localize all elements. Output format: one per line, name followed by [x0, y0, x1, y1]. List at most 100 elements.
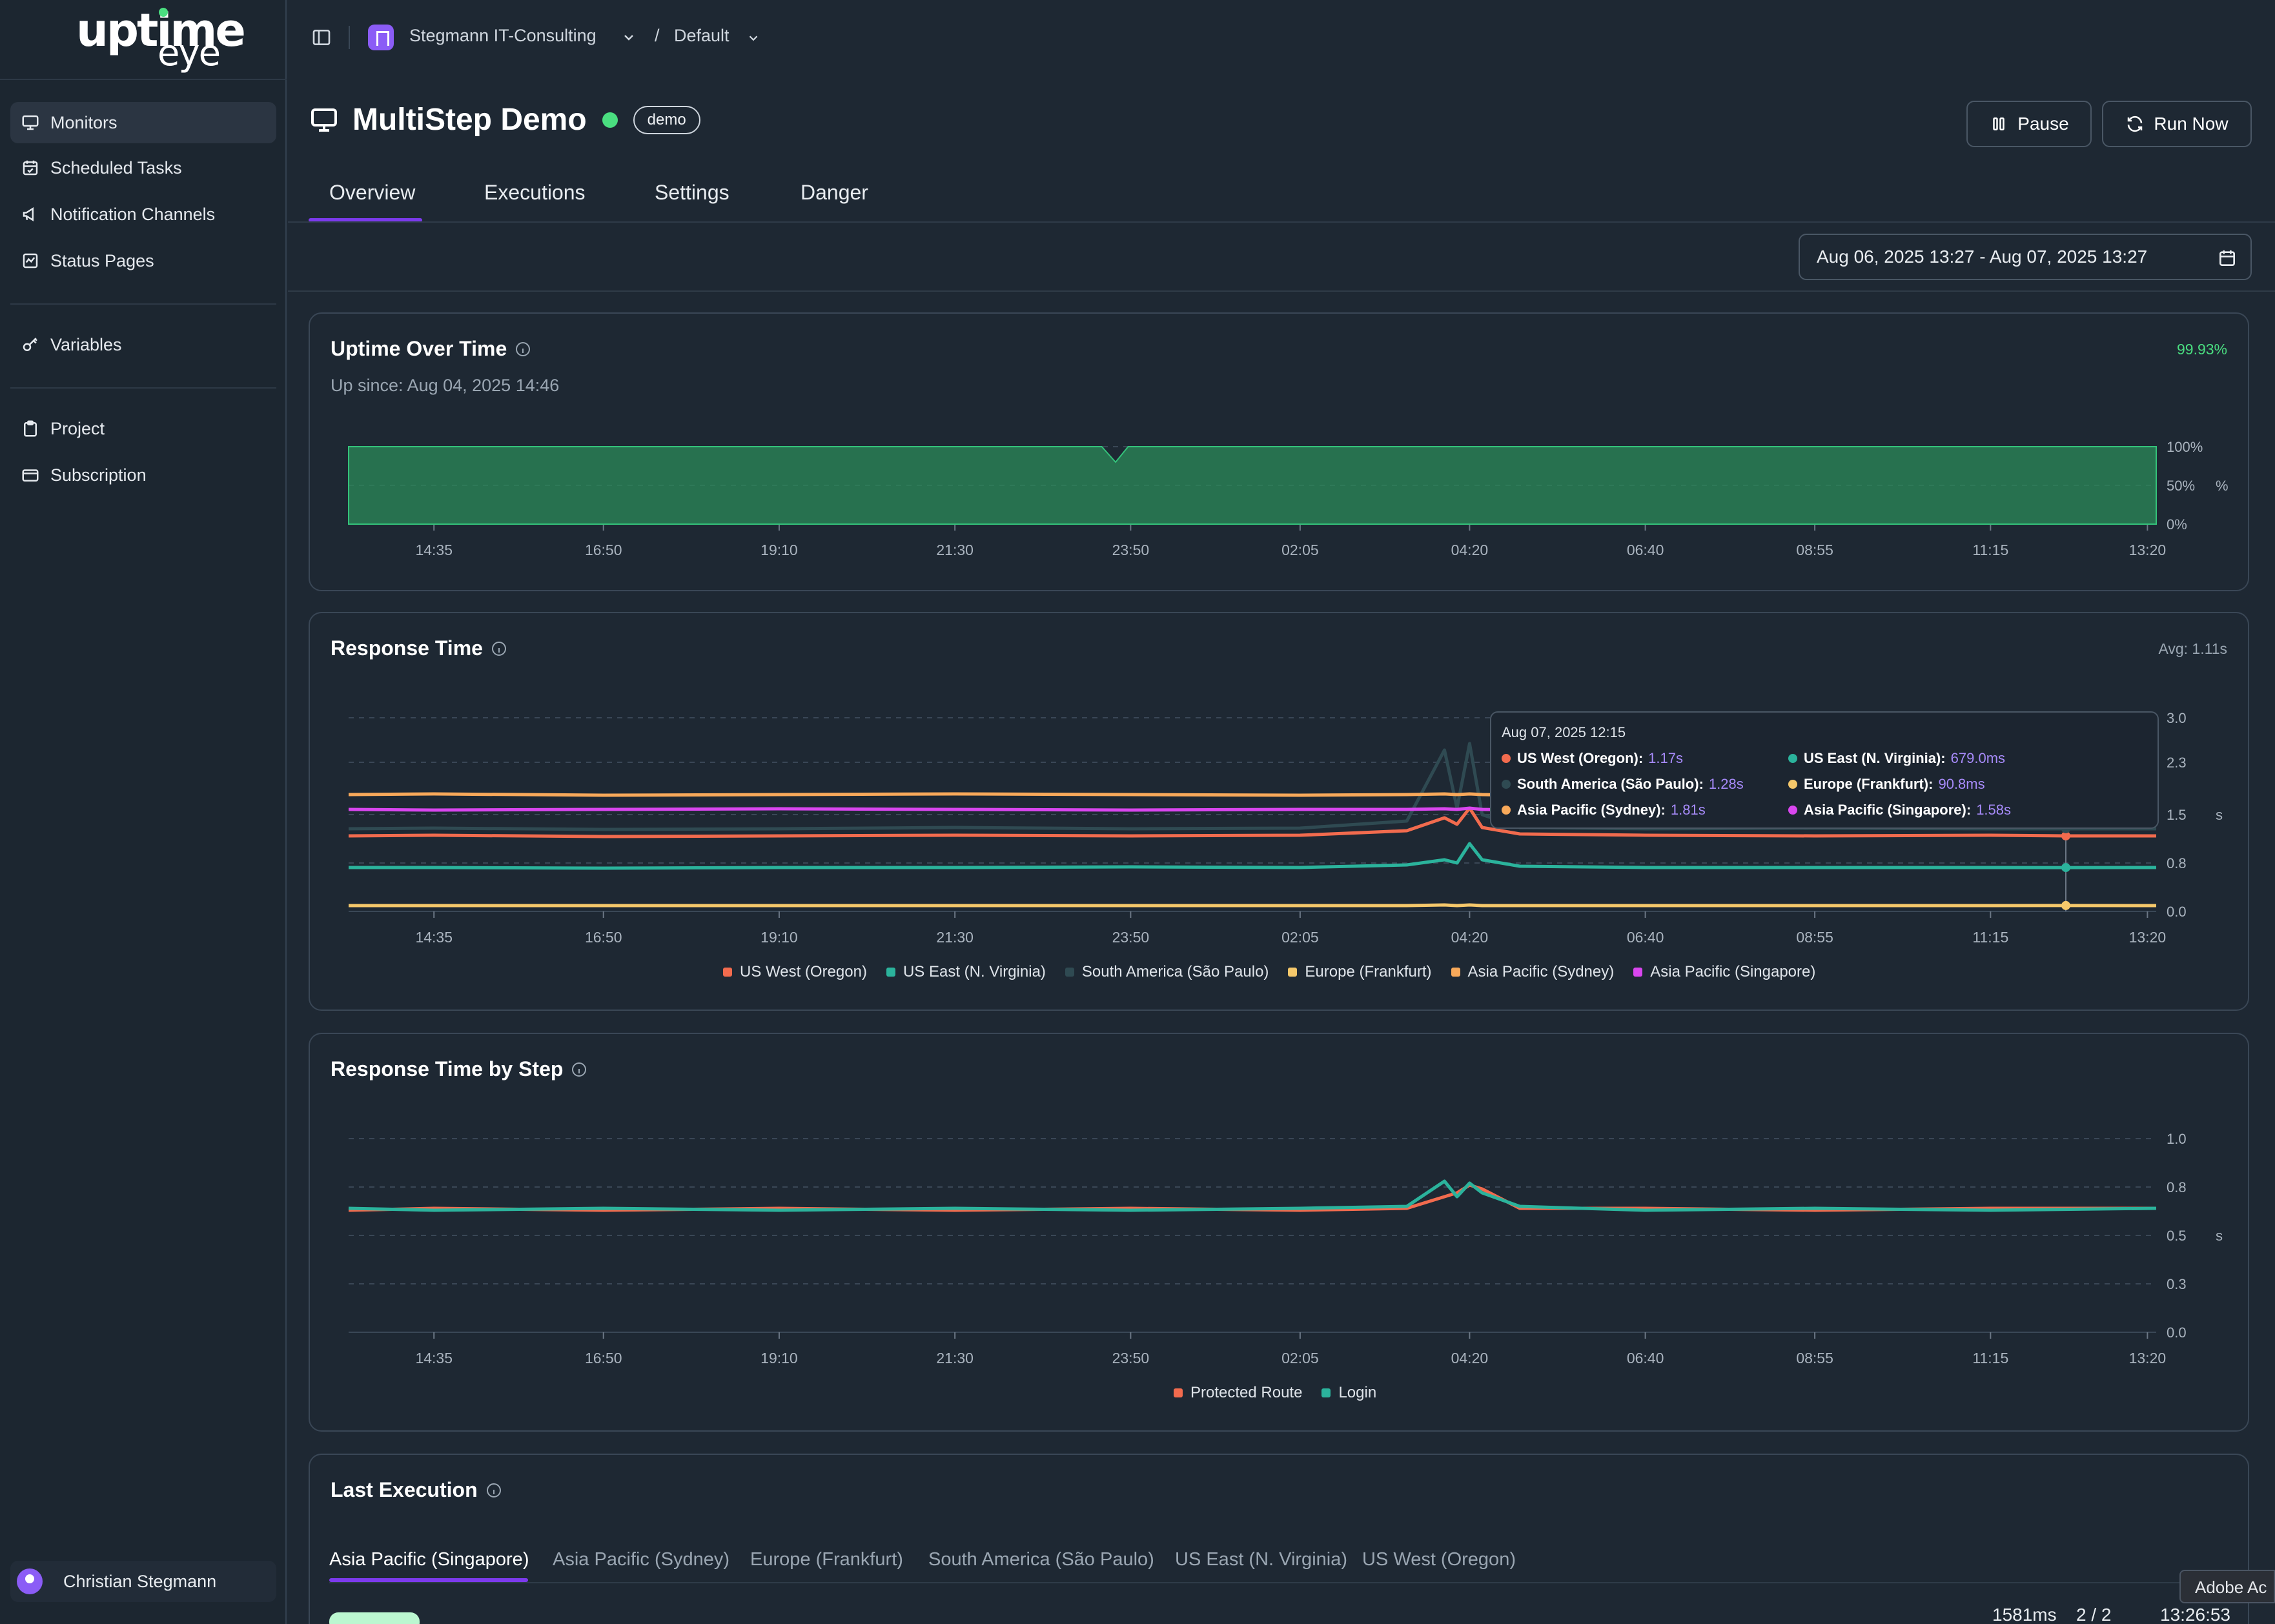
- legend-item[interactable]: Europe (Frankfurt): [1288, 963, 1432, 981]
- legend-item[interactable]: South America (São Paulo): [1065, 963, 1269, 981]
- x-tick-label: 16:50: [585, 929, 622, 946]
- step-response-chart[interactable]: 0.0 0.3 0.5 0.8 1.0 s 14:35 16:50 19:10 21:30 23:5…: [310, 1034, 2250, 1433]
- legend-item[interactable]: US East (N. Virginia): [886, 963, 1046, 981]
- y-tick-label: 2.3: [2167, 755, 2187, 771]
- date-bar-divider: [288, 290, 2275, 292]
- step-chart-card: Response Time by Step 0.0 0.3 0.5 0.8 1.0 s 14…: [309, 1033, 2249, 1432]
- megaphone-icon: [23, 207, 34, 222]
- run-now-button[interactable]: Run Now: [2102, 101, 2252, 147]
- sidebar-item-scheduled-tasks[interactable]: Scheduled Tasks: [10, 147, 276, 188]
- tab-executions[interactable]: Executions: [484, 181, 586, 204]
- tooltip-row: Asia Pacific (Singapore): 1.58s: [1788, 802, 2111, 818]
- series-line: [348, 1183, 2156, 1212]
- x-tick-label: 23:50: [1112, 929, 1150, 946]
- legend-item[interactable]: US West (Oregon): [723, 963, 867, 981]
- legend-label: Europe (Frankfurt): [1305, 963, 1432, 980]
- tab-region-oregon[interactable]: US West (Oregon): [1362, 1549, 1516, 1570]
- chevron-down-icon[interactable]: [746, 31, 760, 45]
- tooltip-date: Aug 07, 2025 12:15: [1502, 724, 1626, 740]
- pause-button[interactable]: Pause: [1966, 101, 2092, 147]
- tooltip-row: US West (Oregon): 1.17s: [1502, 750, 1788, 767]
- tooltip-row: Europe (Frankfurt): 90.8ms: [1788, 776, 2111, 793]
- monitor-icon: [22, 115, 39, 130]
- series-color-dot: [1502, 806, 1511, 815]
- response-time-title: Response Time: [331, 636, 506, 660]
- x-tick-label: 14:35: [415, 929, 453, 946]
- tooltip-series-value: 1.17s: [1648, 750, 1683, 766]
- topbar: Stegmann IT-Consulting / Default: [288, 0, 2275, 77]
- date-range-picker[interactable]: Aug 06, 2025 13:27 - Aug 07, 2025 13:27: [1799, 234, 2252, 280]
- brand-logo[interactable]: uptime eye: [0, 0, 287, 80]
- tab-settings[interactable]: Settings: [655, 181, 729, 204]
- legend-swatch: [1288, 968, 1298, 977]
- sidebar: uptime eye Monitors Scheduled Tasks Noti…: [0, 0, 287, 1624]
- step-chart-title: Response Time by Step: [331, 1057, 587, 1081]
- series-line: [348, 1179, 2157, 1212]
- legend-item[interactable]: Asia Pacific (Sydney): [1451, 963, 1614, 981]
- x-tick-label: 21:30: [936, 929, 974, 946]
- y-tick-label: 0.8: [2167, 855, 2187, 871]
- y-tick-label: 50%: [2167, 478, 2195, 494]
- execution-time: 13:26:53: [2160, 1605, 2230, 1624]
- y-tick-label: 3.0: [2167, 710, 2187, 726]
- key-icon: [23, 338, 37, 351]
- tab-overview[interactable]: Overview: [329, 181, 416, 204]
- brand-logo-dot: [159, 8, 168, 17]
- info-icon[interactable]: [516, 341, 531, 356]
- tab-danger[interactable]: Danger: [801, 181, 868, 204]
- x-tick-label: 04:20: [1451, 542, 1489, 558]
- legend-item[interactable]: Protected Route: [1174, 1384, 1302, 1402]
- x-tick-label: 23:50: [1112, 542, 1150, 558]
- execution-steps: 2 / 2: [2076, 1605, 2112, 1624]
- series-line: [349, 903, 2157, 908]
- breadcrumb-project[interactable]: Default: [674, 26, 729, 45]
- user-name: Christian Stegmann: [63, 1571, 217, 1591]
- y-axis-label: s: [2216, 1228, 2223, 1244]
- last-execution-title-text: Last Execution: [331, 1478, 478, 1501]
- tag-badge[interactable]: demo: [633, 105, 700, 134]
- legend-label: US East (N. Virginia): [903, 963, 1046, 980]
- info-icon[interactable]: [491, 641, 506, 656]
- sidebar-item-variables[interactable]: Variables: [10, 324, 276, 365]
- refresh-icon: [2128, 116, 2143, 132]
- step-chart-title-text: Response Time by Step: [331, 1057, 564, 1081]
- y-axis-label: s: [2216, 807, 2223, 823]
- tab-region-n-virginia[interactable]: US East (N. Virginia): [1175, 1549, 1347, 1570]
- y-tick-label: 0.0: [2167, 1325, 2187, 1341]
- sidebar-item-subscription[interactable]: Subscription: [10, 454, 276, 496]
- legend-item[interactable]: Asia Pacific (Singapore): [1633, 963, 1815, 981]
- tab-region-sydney[interactable]: Asia Pacific (Sydney): [553, 1549, 729, 1570]
- chevron-down-icon[interactable]: [621, 30, 637, 45]
- sidebar-item-label: Variables: [50, 334, 122, 354]
- adobe-overlay[interactable]: Adobe Ac: [2179, 1570, 2275, 1603]
- breadcrumb-org[interactable]: Stegmann IT-Consulting: [409, 26, 597, 45]
- last-execution-card: Last Execution: [309, 1454, 2249, 1624]
- x-tick-label: 14:35: [415, 542, 453, 558]
- breadcrumb-separator: /: [655, 26, 660, 45]
- info-icon[interactable]: [572, 1062, 587, 1077]
- tooltip-series-name: South America (São Paulo):: [1517, 776, 1704, 792]
- tab-region-frankfurt[interactable]: Europe (Frankfurt): [750, 1549, 903, 1570]
- legend-item[interactable]: Login: [1321, 1384, 1376, 1402]
- active-tab-indicator: [329, 1578, 528, 1582]
- x-tick-label: 11:15: [1972, 1350, 2008, 1366]
- monitor-icon: [311, 108, 337, 132]
- info-icon[interactable]: [486, 1483, 501, 1497]
- tab-region-sao-paulo[interactable]: South America (São Paulo): [928, 1549, 1154, 1570]
- sidebar-item-label: Status Pages: [50, 250, 154, 270]
- tooltip-series-name: Europe (Frankfurt):: [1804, 776, 1933, 792]
- tooltip-series-value: 679.0ms: [1950, 750, 2006, 766]
- sidebar-item-project[interactable]: Project: [10, 408, 276, 449]
- sidebar-item-label: Monitors: [50, 112, 117, 132]
- sidebar-item-notification-channels[interactable]: Notification Channels: [10, 194, 276, 235]
- page-title: MultiStep Demo: [352, 103, 587, 137]
- tab-region-singapore[interactable]: Asia Pacific (Singapore): [329, 1549, 529, 1570]
- sidebar-item-status-pages[interactable]: Status Pages: [10, 240, 276, 281]
- x-tick-label: 16:50: [585, 542, 622, 558]
- x-tick-label: 02:05: [1281, 929, 1319, 946]
- user-menu[interactable]: Christian Stegmann: [10, 1561, 276, 1602]
- sidebar-toggle-icon[interactable]: [311, 27, 332, 48]
- calendar-icon: [2219, 250, 2235, 266]
- legend-label: Protected Route: [1190, 1384, 1303, 1401]
- sidebar-item-monitors[interactable]: Monitors: [10, 102, 276, 143]
